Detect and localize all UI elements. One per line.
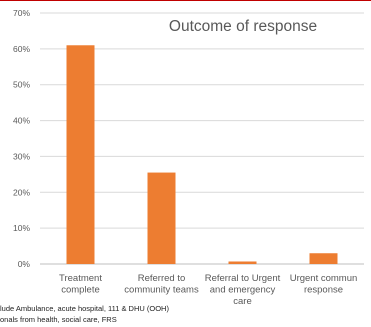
bar [309, 253, 338, 264]
y-axis-tick-labels: 0% 10% 20% 30% 40% 50% 60% 70% [13, 8, 30, 269]
bar [66, 45, 95, 265]
y-tick-label: 50% [13, 80, 30, 90]
x-category-label: Urgent commun response [290, 273, 358, 296]
chart-title: Outcome of response [169, 18, 317, 35]
bar [147, 172, 176, 264]
y-tick-label: 40% [13, 116, 30, 126]
chart-border [0, 0, 371, 299]
x-category-label: Referred to community teams [124, 273, 199, 296]
y-tick-label: 10% [13, 223, 30, 233]
y-tick-label: 20% [13, 187, 30, 197]
y-tick-label: 0% [18, 259, 31, 269]
footnote-line-2: onals from health, social care, FRS [0, 315, 117, 324]
footnote-line-1: lude Ambulance, acute hospital, 111 & DH… [0, 304, 169, 313]
y-tick-label: 60% [13, 44, 30, 54]
x-category-label: Referral to Urgent and emergency care [205, 273, 281, 307]
bar [228, 261, 257, 264]
y-tick-label: 70% [13, 8, 30, 18]
x-category-label: Treatment complete [59, 273, 102, 296]
bars [66, 45, 338, 265]
x-axis-category-labels: Treatment complete Referred to community te… [59, 273, 357, 307]
y-tick-label: 30% [13, 151, 30, 161]
